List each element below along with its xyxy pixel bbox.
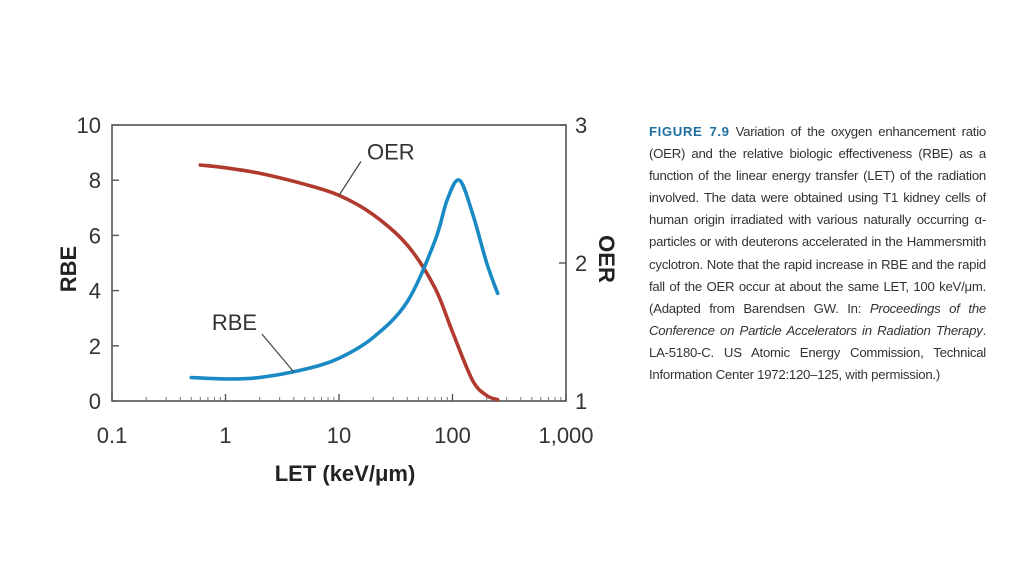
caption-text-2: . LA-5180-C. US Atomic Energy Commission… <box>649 322 986 383</box>
curves <box>189 163 500 402</box>
x-axis-title: LET (keV/μm) <box>275 461 416 486</box>
axis-titles: LET (keV/μm) RBE OER <box>56 235 619 486</box>
annotation-leader-oer <box>338 161 362 196</box>
figure-caption: FIGURE 7.9 Variation of the oxygen enhanc… <box>649 121 986 399</box>
caption-italic-title: Proceedings of the Conference on Particl… <box>649 300 986 338</box>
y-right-axis-title: OER <box>594 235 619 283</box>
series-oer-line <box>198 163 500 402</box>
x-tick-label: 10 <box>327 423 351 448</box>
y-left-tick-label: 10 <box>77 113 101 138</box>
caption-text-1: Variation of the oxygen enhancement rati… <box>649 124 986 316</box>
y-left-tick-label: 8 <box>89 168 101 193</box>
annotation-label-oer: OER <box>367 139 415 164</box>
curve-annotations: OER RBE <box>212 139 415 373</box>
y-left-tick-label: 6 <box>89 223 101 248</box>
x-tick-label: 1,000 <box>538 423 593 448</box>
y-right-tick-label: 3 <box>575 113 587 138</box>
series-rbe-line <box>189 178 500 381</box>
y-left-tick-label: 4 <box>89 279 101 304</box>
annotation-leader-rbe <box>261 333 295 373</box>
y-right-tick-label: 1 <box>575 389 587 414</box>
y-left-axis-title: RBE <box>56 246 81 292</box>
y-left-tick-label: 0 <box>89 389 101 414</box>
x-tick-label: 100 <box>434 423 471 448</box>
axes-frame <box>111 124 567 402</box>
annotation-label-rbe: RBE <box>212 310 257 335</box>
x-tick-label: 1 <box>219 423 231 448</box>
x-tick-label: 0.1 <box>97 423 128 448</box>
y-left-tick-label: 2 <box>89 334 101 359</box>
figure-label: FIGURE 7.9 <box>649 124 730 139</box>
y-right-tick-label: 2 <box>575 251 587 276</box>
